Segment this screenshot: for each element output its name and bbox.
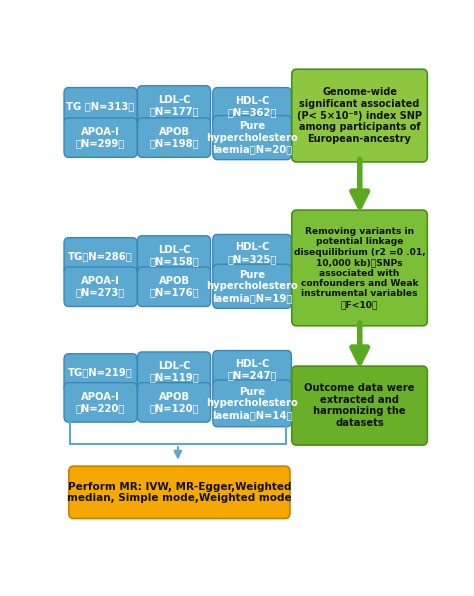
Text: HDL-C
（N=325）: HDL-C （N=325）: [228, 243, 277, 264]
FancyBboxPatch shape: [292, 366, 428, 445]
FancyBboxPatch shape: [137, 267, 210, 306]
FancyBboxPatch shape: [64, 383, 137, 422]
Text: APOA-I
（N=220）: APOA-I （N=220）: [76, 392, 125, 413]
FancyBboxPatch shape: [64, 238, 137, 275]
Text: LDL-C
（N=158）: LDL-C （N=158）: [149, 245, 199, 266]
FancyBboxPatch shape: [137, 352, 210, 392]
Text: APOA-I
（N=299）: APOA-I （N=299）: [76, 127, 125, 148]
Text: APOB
（N=176）: APOB （N=176）: [149, 276, 199, 297]
FancyBboxPatch shape: [292, 210, 428, 326]
Text: TG（N=286）: TG（N=286）: [68, 252, 133, 262]
FancyBboxPatch shape: [292, 69, 428, 162]
Text: TG （N=313）: TG （N=313）: [66, 101, 135, 111]
FancyBboxPatch shape: [213, 116, 292, 160]
FancyBboxPatch shape: [64, 354, 137, 392]
FancyBboxPatch shape: [137, 236, 210, 275]
FancyBboxPatch shape: [137, 118, 210, 157]
Text: LDL-C
（N=119）: LDL-C （N=119）: [149, 361, 199, 383]
FancyBboxPatch shape: [64, 118, 137, 157]
Text: Perform MR: IVW, MR-Egger,Weighted
median, Simple mode,Weighted mode: Perform MR: IVW, MR-Egger,Weighted media…: [67, 482, 292, 503]
Text: APOA-I
（N=273）: APOA-I （N=273）: [76, 276, 125, 297]
FancyBboxPatch shape: [213, 264, 292, 308]
FancyBboxPatch shape: [213, 350, 292, 388]
Text: Removing variants in
potential linkage
disequilibrium (r2 =0 .01,
10,000 kb)、SNP: Removing variants in potential linkage d…: [294, 227, 426, 309]
FancyBboxPatch shape: [213, 380, 292, 427]
FancyBboxPatch shape: [213, 88, 292, 125]
FancyBboxPatch shape: [137, 383, 210, 422]
Text: Genome-wide
significant associated
(P< 5×10⁻⁸) index SNP
among participants of
E: Genome-wide significant associated (P< 5…: [297, 88, 422, 144]
FancyBboxPatch shape: [64, 267, 137, 306]
Text: Outcome data were
extracted and
harmonizing the
datasets: Outcome data were extracted and harmoniz…: [304, 383, 415, 428]
FancyBboxPatch shape: [69, 466, 290, 519]
Text: APOB
（N=120）: APOB （N=120）: [149, 392, 199, 413]
Text: TG（N=219）: TG（N=219）: [68, 368, 133, 378]
FancyBboxPatch shape: [137, 86, 210, 125]
Text: Pure
hypercholestero
laemia（N=19）: Pure hypercholestero laemia（N=19）: [206, 270, 298, 303]
Text: Pure
hypercholestero
laemia（N=14）: Pure hypercholestero laemia（N=14）: [206, 387, 298, 420]
Text: HDL-C
（N=362）: HDL-C （N=362）: [228, 95, 277, 117]
Text: LDL-C
（N=177）: LDL-C （N=177）: [149, 95, 199, 116]
Text: Pure
hypercholestero
laemia（N=20）: Pure hypercholestero laemia（N=20）: [206, 121, 298, 154]
Text: APOB
（N=198）: APOB （N=198）: [149, 127, 199, 148]
FancyBboxPatch shape: [213, 234, 292, 272]
Text: HDL-C
（N=247）: HDL-C （N=247）: [228, 359, 277, 380]
FancyBboxPatch shape: [64, 88, 137, 125]
